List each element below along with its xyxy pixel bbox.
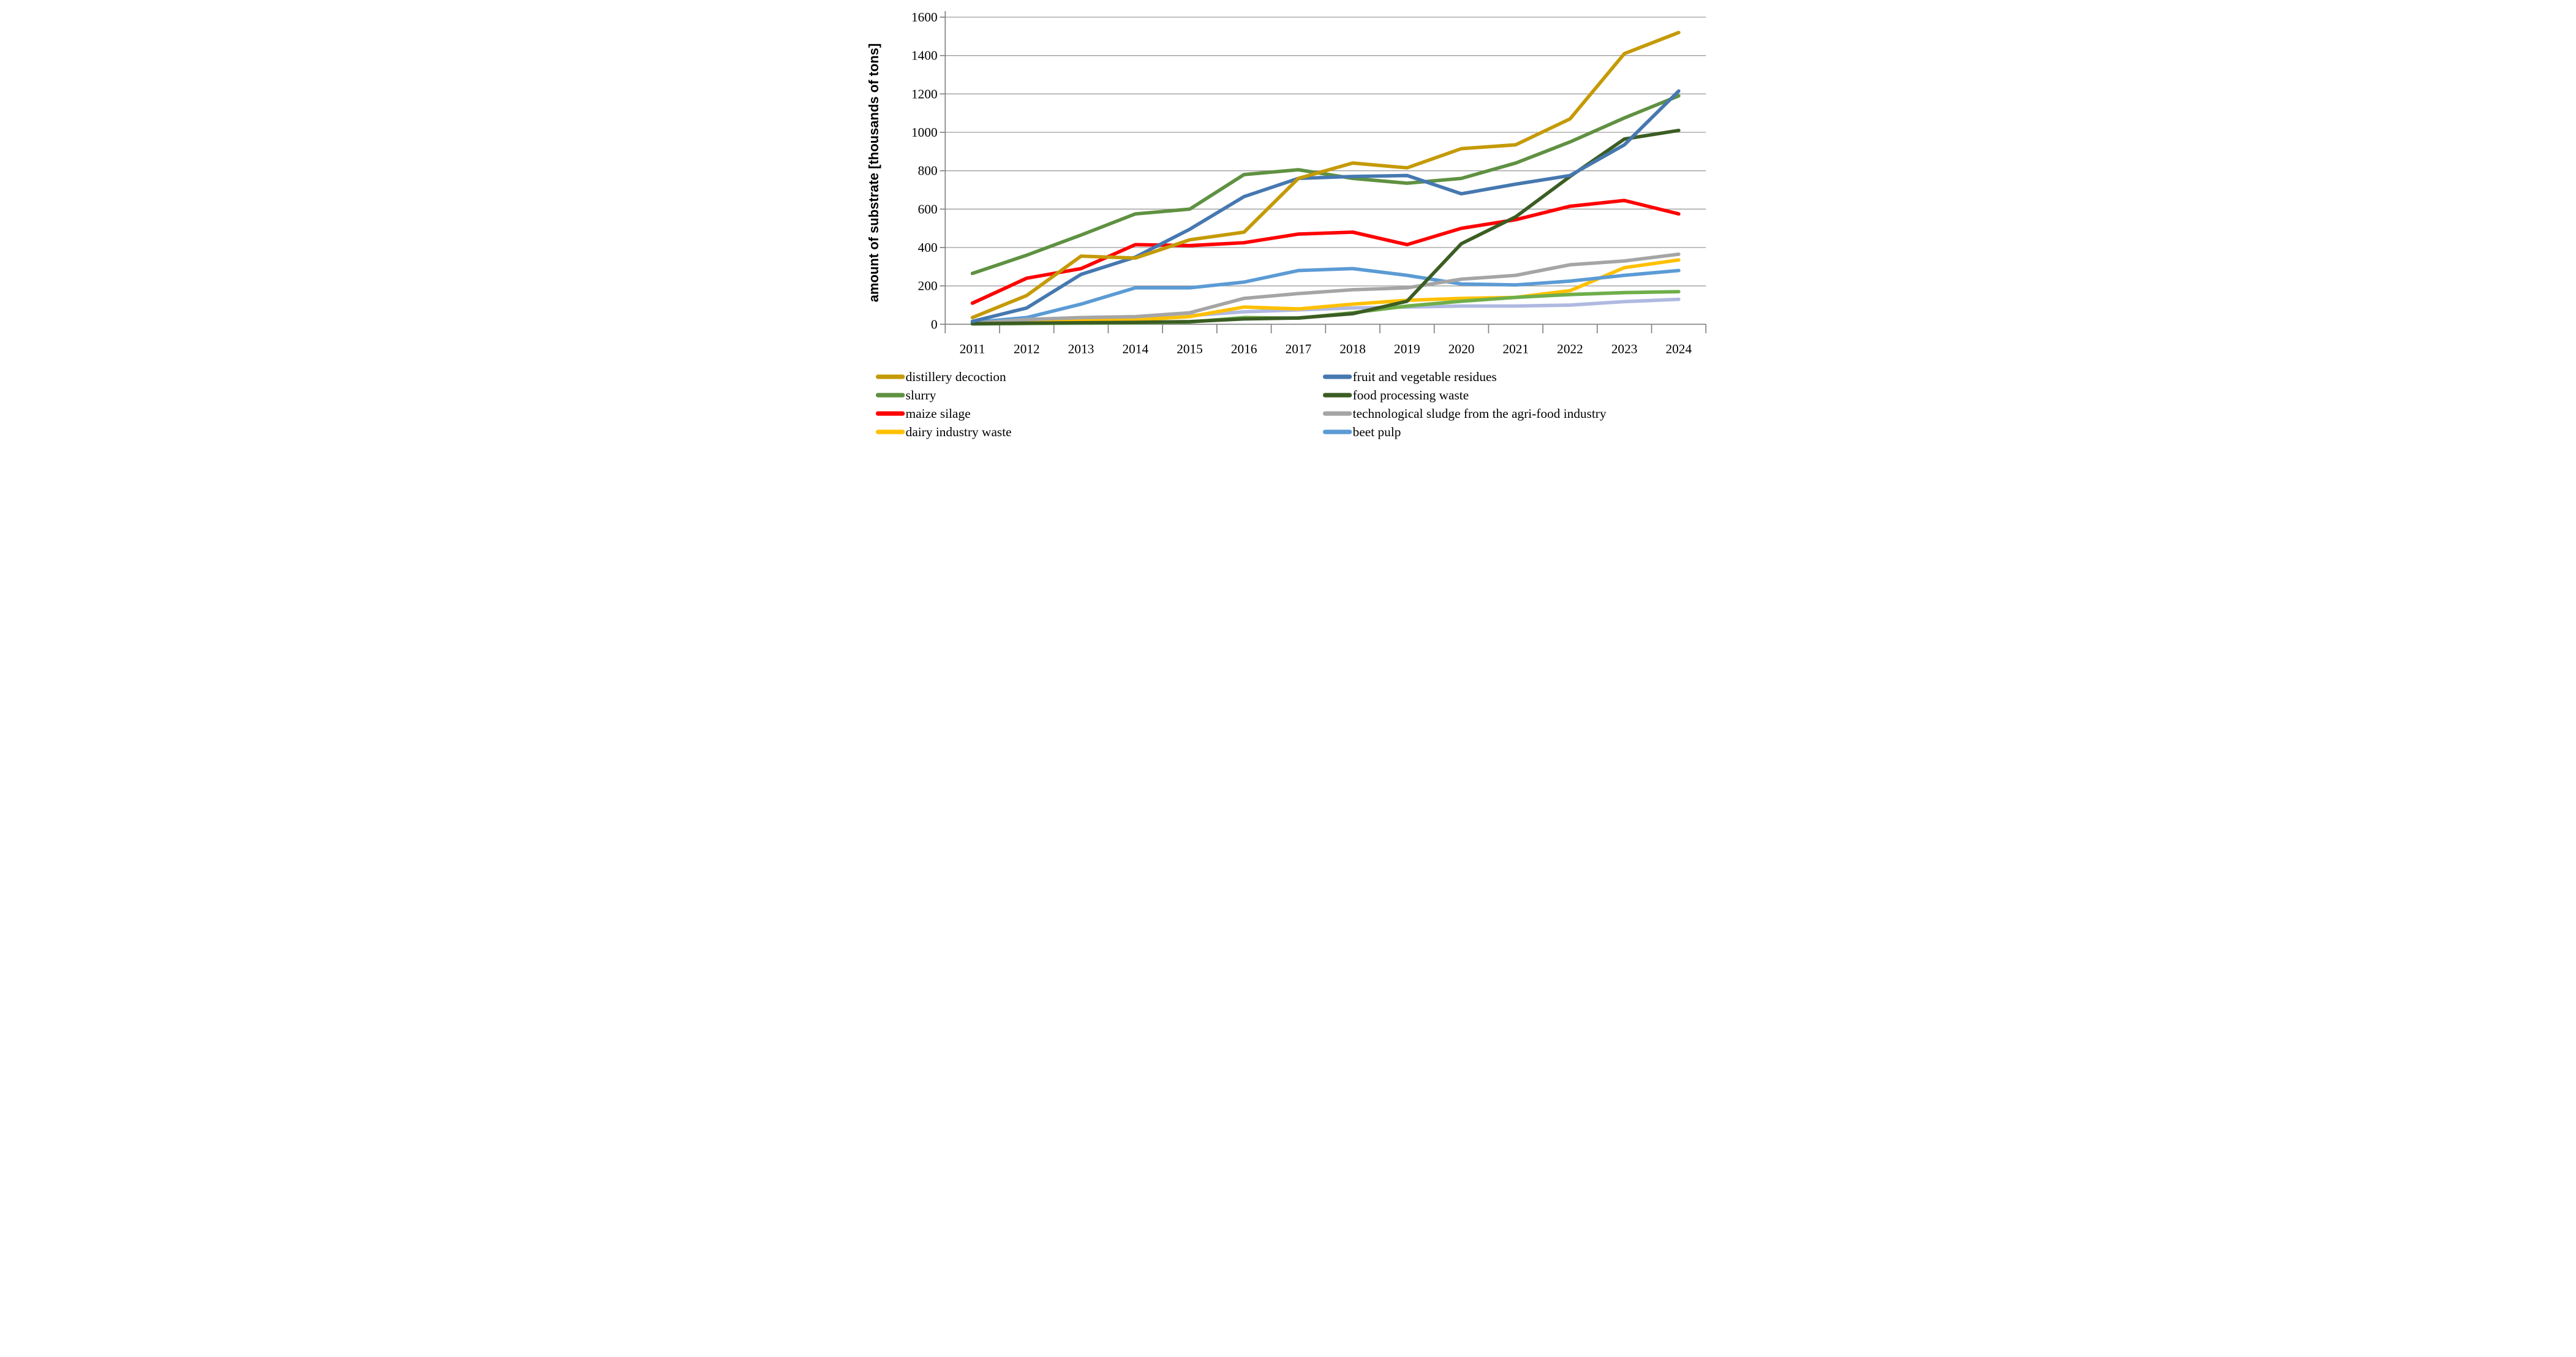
- legend-item-maize-silage: maize silage: [876, 406, 971, 421]
- y-axis-tick-label-1600: 1600: [911, 10, 938, 25]
- legend-item-beet-pulp: beet pulp: [1322, 425, 1401, 439]
- x-axis-tick-label-2013: 2013: [1068, 342, 1094, 357]
- legend-label-maize-silage: maize silage: [906, 406, 971, 421]
- figure-stage: 0 200 400 600 800 1000 1200 1400 1600 2011 2012 201…: [0, 0, 2576, 453]
- legend-label-slurry: slurry: [906, 388, 936, 403]
- y-axis-tick-label-200: 200: [918, 279, 938, 293]
- y-axis-tick-label-1200: 1200: [911, 86, 938, 101]
- x-axis-tick-label-2024: 2024: [1666, 342, 1692, 357]
- axis-label-layer: 0 200 400 600 800 1000 1200 1400 1600 2011 2012 201…: [911, 10, 1692, 357]
- x-axis-tick-label-2021: 2021: [1502, 342, 1529, 357]
- grid-layer: [945, 17, 1706, 287]
- substrate-line-chart: 0 200 400 600 800 1000 1200 1400 1600 2011 2012 201…: [866, 10, 1707, 439]
- y-axis-tick-label-0: 0: [931, 317, 938, 331]
- series-line-food-processing-waste: [970, 129, 1681, 326]
- x-axis-tick-label-2022: 2022: [1557, 342, 1583, 357]
- line-chart-figure: 0 200 400 600 800 1000 1200 1400 1600 2011 2012 201…: [859, 0, 1717, 453]
- legend-item-food-processing-waste: food processing waste: [1322, 388, 1469, 403]
- y-axis-tick-label-800: 800: [918, 164, 938, 178]
- series-line-fruit-and-vegetable-residues: [970, 89, 1681, 323]
- x-axis-tick-label-2015: 2015: [1177, 342, 1203, 357]
- legend-label-dairy-industry-waste: dairy industry waste: [906, 425, 1012, 439]
- y-axis-tick-label-1000: 1000: [911, 125, 938, 140]
- legend-item-technological-sludge-from-the-agri-food-industry: technological sludge from the agri-food …: [1322, 406, 1606, 421]
- series-line-dairy-industry-waste: [970, 258, 1681, 325]
- legend-item-slurry: slurry: [876, 388, 936, 403]
- series-layer: [970, 31, 1681, 326]
- legend-item-dairy-industry-waste: dairy industry waste: [876, 425, 1012, 439]
- x-axis-tick-label-2018: 2018: [1339, 342, 1366, 357]
- x-axis-tick-label-2019: 2019: [1394, 342, 1420, 357]
- x-axis-tick-label-2012: 2012: [1014, 342, 1040, 357]
- x-axis-tick-label-2020: 2020: [1448, 342, 1475, 357]
- series-line-beet-pulp: [970, 266, 1681, 325]
- legend: distillery decoction slurry maize silage da…: [876, 369, 1606, 439]
- legend-label-fruit-and-vegetable-residues: fruit and vegetable residues: [1353, 369, 1497, 384]
- y-axis-tick-label-400: 400: [918, 240, 938, 255]
- legend-label-beet-pulp: beet pulp: [1353, 425, 1401, 439]
- legend-item-fruit-and-vegetable-residues: fruit and vegetable residues: [1322, 369, 1497, 384]
- legend-item-distillery-decoction: distillery decoction: [876, 369, 1006, 384]
- series-line-distillery-decoction: [970, 31, 1681, 320]
- y-axis-tick-label-1400: 1400: [911, 48, 938, 63]
- series-line-technological-sludge-from-the-agri-food-industry: [970, 252, 1681, 325]
- legend-label-technological-sludge-from-the-agri-food-industry: technological sludge from the agri-food …: [1353, 406, 1606, 421]
- x-axis-tick-label-2023: 2023: [1611, 342, 1638, 357]
- x-axis-tick-label-2011: 2011: [960, 342, 985, 357]
- x-axis-tick-label-2016: 2016: [1231, 342, 1257, 357]
- series-line-maize-silage: [970, 198, 1681, 305]
- series-line-slurry: [970, 94, 1681, 276]
- legend-label-food-processing-waste: food processing waste: [1353, 388, 1469, 403]
- y-axis-tick-label-600: 600: [918, 202, 938, 216]
- x-axis-tick-label-2017: 2017: [1286, 342, 1312, 357]
- x-axis-tick-label-2014: 2014: [1122, 342, 1148, 357]
- legend-label-distillery-decoction: distillery decoction: [906, 369, 1006, 384]
- y-axis-title: amount of substrate [thousands of tons]: [866, 43, 881, 303]
